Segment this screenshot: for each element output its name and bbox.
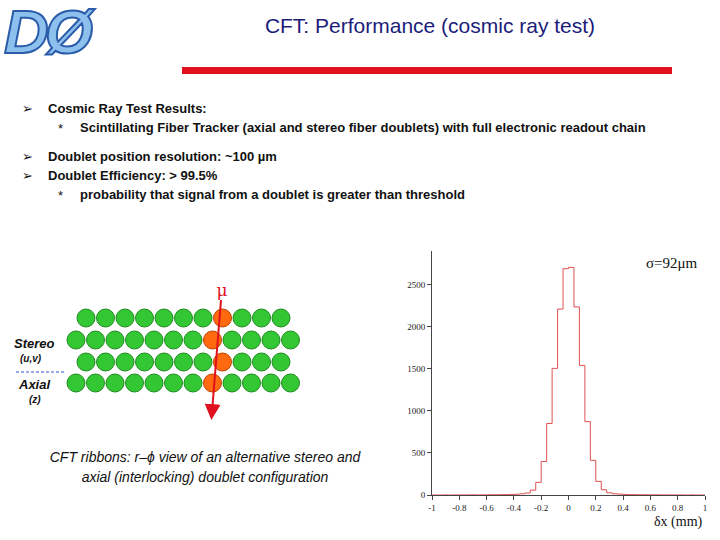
html-text:Doublet position resolution: ~: Doublet position resolution: ~100 µm: [48, 149, 277, 164]
svg-text:(u,v): (u,v): [20, 353, 42, 364]
svg-text:-0.8: -0.8: [452, 503, 467, 513]
svg-text:500: 500: [412, 448, 426, 458]
svg-text:0.8: 0.8: [672, 503, 684, 513]
svg-text:(z): (z): [29, 394, 41, 405]
svg-text:-0.4: -0.4: [507, 503, 522, 513]
svg-text:1: 1: [703, 503, 708, 513]
html-text:Scintillating Fiber Tracker (a: Scintillating Fiber Tracker (axial and s…: [80, 120, 646, 135]
svg-text:-0.2: -0.2: [534, 503, 548, 513]
svg-text:1500: 1500: [407, 364, 426, 374]
svg-text:μ: μ: [216, 280, 227, 300]
svg-text:2000: 2000: [407, 322, 426, 332]
svg-text:Stereo: Stereo: [14, 336, 55, 351]
svg-text:0: 0: [566, 503, 571, 513]
svg-text:-0.6: -0.6: [479, 503, 494, 513]
html-text:CFT: Performance (cosmic ray t: CFT: Performance (cosmic ray test): [264, 14, 596, 37]
svg-text:1000: 1000: [407, 406, 426, 416]
svg-text:Axial: Axial: [18, 377, 50, 392]
svg-text:-1: -1: [428, 503, 436, 513]
html-text:Doublet Efficiency: > 99.5%: Doublet Efficiency: > 99.5%: [48, 168, 218, 183]
svg-text:σ=92μm: σ=92μm: [646, 255, 698, 271]
svg-text:2500: 2500: [407, 280, 426, 290]
svg-text:0.6: 0.6: [645, 503, 657, 513]
html-text:Cosmic Ray Test Results:: Cosmic Ray Test Results:: [48, 101, 207, 116]
svg-text:0: 0: [421, 490, 426, 500]
svg-text:0.2: 0.2: [590, 503, 601, 513]
svg-text:0.4: 0.4: [617, 503, 629, 513]
html-text:probability that signal from a: probability that signal from a doublet i…: [80, 187, 465, 202]
html-text:CFT ribbons: r–ϕ view of an al: CFT ribbons: r–ϕ view of an alternative …: [49, 449, 361, 485]
svg-text:δx (mm): δx (mm): [654, 514, 703, 530]
